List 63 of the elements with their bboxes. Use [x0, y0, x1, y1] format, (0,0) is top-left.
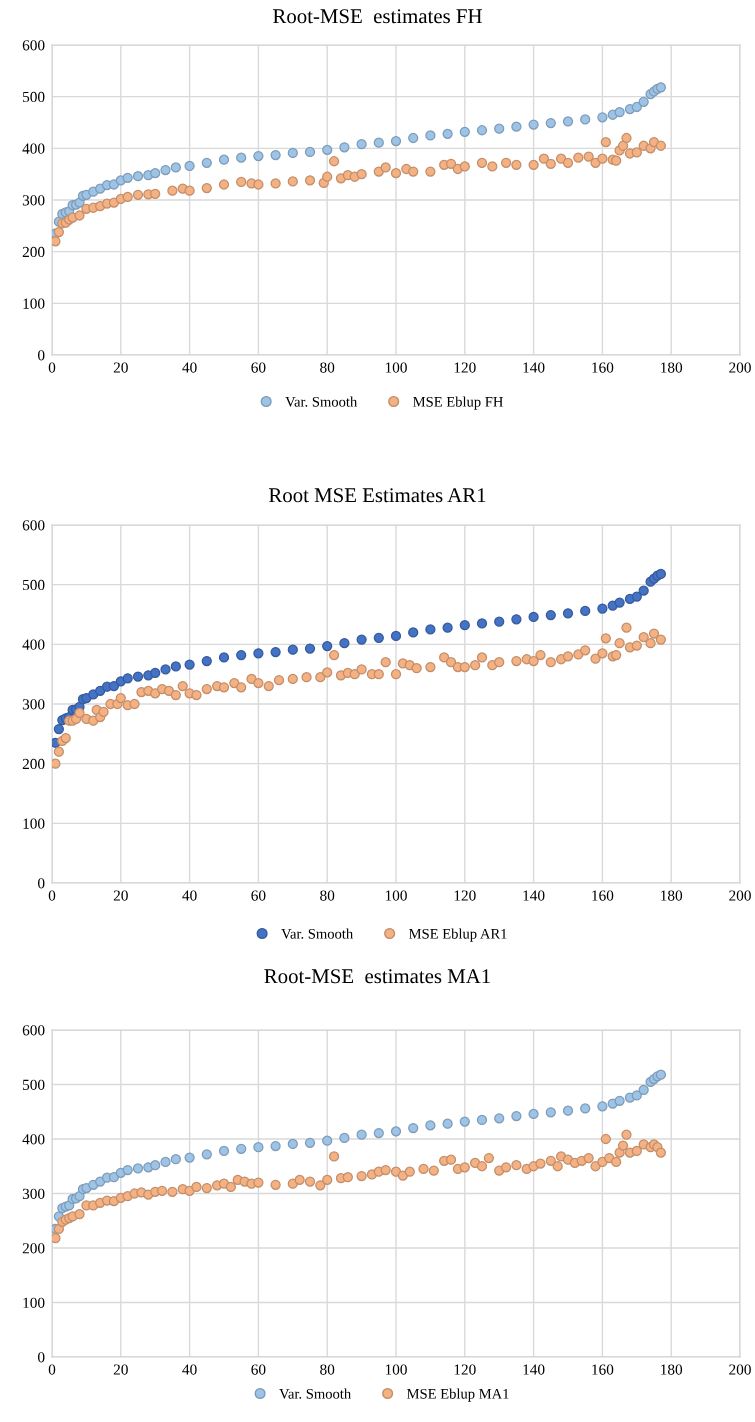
x-tick-label: 80 [320, 1364, 335, 1375]
y-tick-label: 100 [23, 298, 45, 309]
x-tick-label: 100 [385, 1364, 407, 1375]
y-tick-label: 0 [38, 350, 45, 361]
y-tick-label: 200 [22, 1243, 45, 1254]
y-tick-label: 300 [22, 195, 45, 206]
x-tick-label: 140 [523, 890, 545, 901]
x-tick-label: 140 [523, 362, 545, 373]
y-tick-label: 400 [22, 639, 45, 650]
x-tick-label: 200 [729, 890, 751, 901]
legend-label: MSE Eblup MA1 [407, 1388, 509, 1402]
y-tick-label: 500 [23, 91, 45, 103]
x-tick-label: 140 [523, 1364, 545, 1375]
x-tick-label: 80 [320, 362, 335, 373]
x-tick-label: 40 [182, 362, 197, 373]
y-tick-label: 100 [23, 818, 45, 829]
x-tick-label: 200 [729, 1364, 751, 1375]
y-tick-label: 200 [22, 246, 45, 258]
x-tick-label: 0 [48, 1364, 56, 1375]
y-tick-label: 500 [23, 579, 45, 591]
y-tick-label: 600 [22, 520, 45, 531]
legend-label: MSE Eblup AR1 [409, 928, 507, 942]
x-tick-label: 180 [661, 1364, 683, 1375]
y-tick-label: 600 [22, 40, 45, 51]
x-tick-label: 0 [48, 362, 56, 373]
legend-label: Var. Smooth [285, 396, 358, 407]
x-tick-label: 40 [182, 1364, 197, 1375]
y-tick-label: 0 [38, 1352, 45, 1363]
x-tick-label: 60 [251, 1364, 266, 1375]
legend-label: MSE Eblup FH [413, 396, 503, 410]
x-tick-label: 160 [592, 1364, 614, 1375]
x-tick-label: 120 [454, 890, 476, 901]
x-tick-label: 0 [48, 890, 56, 901]
y-tick-label: 600 [22, 1025, 45, 1036]
x-tick-label: 180 [661, 890, 683, 901]
y-tick-label: 300 [22, 1188, 45, 1199]
x-tick-label: 100 [385, 362, 407, 373]
legend-label: Var. Smooth [281, 928, 353, 939]
y-tick-label: 100 [23, 1297, 45, 1308]
x-tick-label: 60 [251, 362, 266, 373]
x-tick-label: 20 [113, 362, 128, 373]
y-tick-label: 0 [38, 878, 45, 889]
x-tick-label: 200 [729, 362, 751, 373]
x-tick-label: 160 [592, 890, 614, 901]
y-tick-label: 400 [22, 143, 45, 154]
x-tick-label: 40 [182, 890, 197, 901]
x-tick-label: 120 [454, 362, 476, 373]
x-tick-label: 120 [454, 1364, 476, 1375]
y-tick-label: 200 [22, 758, 45, 770]
x-tick-label: 20 [113, 1364, 128, 1375]
x-tick-label: 180 [661, 362, 683, 373]
chart-title: Root-MSE estimates MA1 [264, 969, 490, 984]
chart-title: Root-MSE estimates FH [273, 9, 482, 24]
x-tick-label: 60 [251, 890, 266, 901]
x-tick-label: 100 [385, 890, 407, 901]
chart-title: Root MSE Estimates AR1 [269, 488, 486, 503]
x-tick-label: 80 [320, 890, 335, 901]
x-tick-label: 20 [113, 890, 128, 901]
y-tick-label: 500 [23, 1079, 45, 1090]
legend-label: Var. Smooth [279, 1388, 351, 1399]
x-tick-label: 160 [592, 362, 614, 373]
y-tick-label: 400 [22, 1134, 45, 1145]
y-tick-label: 300 [22, 699, 45, 710]
